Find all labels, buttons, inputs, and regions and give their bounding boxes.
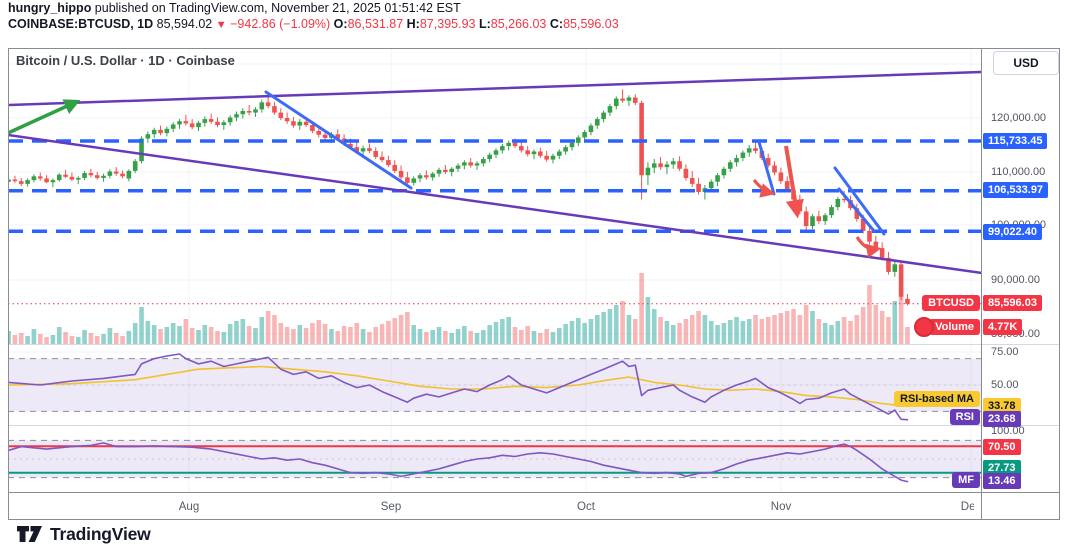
- gridlines: [8, 48, 982, 493]
- candles: [9, 89, 910, 306]
- price-scale[interactable]: 120,000.00110,000.00100,000.0090,000.008…: [982, 48, 1060, 520]
- close-value: 85,596.03: [563, 17, 619, 31]
- indicator-label-text: BTCUSD: [922, 295, 980, 311]
- indicator-label-text: Volume: [929, 319, 980, 335]
- red-arrow: [784, 145, 804, 219]
- time-axis-label: Sep: [380, 500, 402, 513]
- green-arrow: [9, 99, 81, 135]
- indicator-label-rsi[interactable]: RSI: [949, 409, 980, 425]
- pane-frame: [8, 48, 1060, 520]
- down-arrow-icon: ▼: [215, 19, 227, 31]
- time-scale[interactable]: Aug Sep Oct Nov Dec: [8, 493, 974, 520]
- price-axis-badge: 13.46: [983, 473, 1021, 489]
- tradingview-logo[interactable]: TradingView: [16, 523, 151, 545]
- price-axis-badge: 70.50: [983, 439, 1021, 455]
- indicator-label-btcusd[interactable]: BTCUSD: [922, 295, 980, 311]
- indicator-label-text: RSI-based MA: [894, 391, 980, 407]
- time-axis-label: Dec: [960, 500, 974, 513]
- price-change: −942.86 (−1.09%): [230, 17, 331, 31]
- indicator-label-volume[interactable]: Volume: [914, 317, 980, 337]
- published-text: published on TradingView.com, November 2…: [91, 1, 461, 15]
- symbol-ohlc-row: COINBASE:BTCUSD, 1D 85,594.02 ▼ −942.86 …: [8, 17, 619, 31]
- high-value: 87,395.93: [419, 17, 476, 31]
- price-axis-label: 100.00: [991, 425, 1025, 437]
- time-axis-label: Nov: [770, 500, 792, 513]
- low-label: L:: [478, 17, 491, 31]
- chart-legend-title[interactable]: Bitcoin / U.S. Dollar · 1D · Coinbase: [14, 53, 237, 68]
- currency-toggle-button[interactable]: USD: [993, 51, 1059, 75]
- indicator-lines: [7, 353, 909, 483]
- price-axis-label: 90,000.00: [991, 274, 1040, 286]
- price-axis-badge: 4.77K: [983, 319, 1023, 335]
- tradingview-logo-icon: [17, 526, 42, 542]
- price-axis-badge: 33.78: [983, 398, 1021, 414]
- indicator-label-text: RSI: [949, 409, 980, 425]
- red-arrow: [855, 236, 882, 259]
- low-value: 85,266.03: [490, 17, 547, 31]
- time-axis-label: Aug: [178, 500, 200, 513]
- price-axis-badge: 106,533.97: [983, 182, 1049, 198]
- horizontal-level-lines[interactable]: [8, 139, 982, 234]
- price-axis-badge: 27.73: [983, 460, 1021, 476]
- tradingview-logo-text: TradingView: [50, 523, 151, 544]
- price-axis-badge: 115,733.45: [983, 133, 1048, 149]
- indicator-label-rsi-based-ma[interactable]: RSI-based MA: [894, 391, 980, 407]
- open-label: O:: [333, 17, 348, 31]
- symbol-timeframe: COINBASE:BTCUSD, 1D: [8, 17, 154, 31]
- username: hungry_hippo: [8, 1, 92, 15]
- trendline-drawings[interactable]: [8, 70, 982, 275]
- price-axis-label: 75.00: [991, 346, 1019, 358]
- close-label: C:: [549, 17, 564, 31]
- price-axis-badge: 23.68: [983, 411, 1021, 427]
- snapshot-byline: hungry_hippo published on TradingView.co…: [8, 1, 461, 15]
- high-label: H:: [406, 17, 420, 31]
- red-arrow: [752, 178, 776, 198]
- price-axis-label: 110,000.00: [991, 166, 1046, 178]
- volume-indicator-icon: [914, 317, 935, 337]
- price-axis-label: 50.00: [991, 379, 1019, 391]
- volume-bars: [9, 273, 910, 345]
- price-axis-badge: 99,022.40: [983, 224, 1042, 240]
- time-axis-label: Oct: [577, 500, 595, 513]
- open-value: 86,531.87: [347, 17, 404, 31]
- rsi-pane: [8, 358, 982, 412]
- indicator-label-mf[interactable]: MF: [952, 472, 980, 488]
- indicator-label-text: MF: [952, 472, 980, 488]
- last-price: 85,594.02: [156, 17, 213, 31]
- price-axis-label: 120,000.00: [991, 112, 1047, 124]
- price-axis-badge: 85,596.03: [983, 295, 1042, 311]
